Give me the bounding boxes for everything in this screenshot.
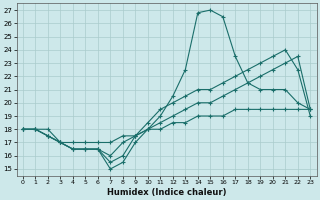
X-axis label: Humidex (Indice chaleur): Humidex (Indice chaleur) (107, 188, 226, 197)
